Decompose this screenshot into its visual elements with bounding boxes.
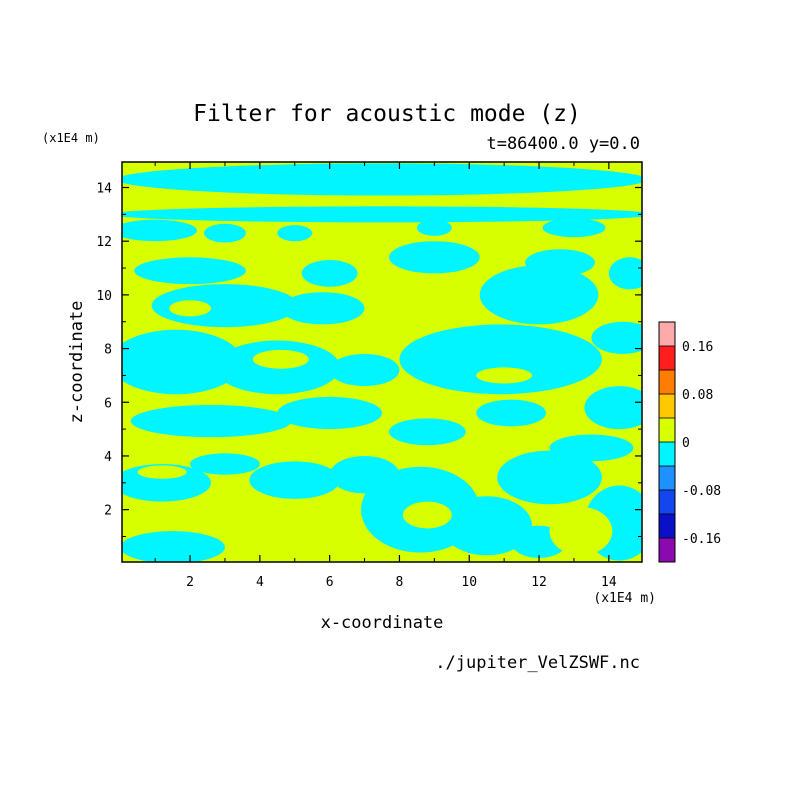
negative-region-35 <box>549 434 634 462</box>
colorbar-swatch-6 <box>659 394 675 418</box>
negative-region-15 <box>122 329 243 395</box>
negative-region-26 <box>190 453 260 475</box>
y-tick-label: 4 <box>104 450 112 465</box>
colorbar-swatch-3 <box>659 466 675 490</box>
negative-region-9 <box>388 241 480 274</box>
y-axis: 2 4 6 8 10 12 14 <box>96 182 642 537</box>
colorbar-swatch-9 <box>659 322 675 346</box>
colorbar-swatch-8 <box>659 346 675 370</box>
negative-region-33 <box>122 531 225 562</box>
y-tick-label: 12 <box>96 235 112 250</box>
x-tick-label: 2 <box>186 575 194 590</box>
colorbar-tick-label: -0.08 <box>682 484 721 499</box>
positive-region-4 <box>476 367 533 384</box>
colorbar-tick-label: 0.16 <box>682 340 713 355</box>
colorbar-swatch-4 <box>659 442 675 466</box>
negative-region-19 <box>329 353 400 387</box>
negative-region-5 <box>416 219 452 236</box>
y-tick-label: 14 <box>96 182 112 197</box>
x-axis: 2 4 6 8 10 12 14 <box>154 162 617 590</box>
negative-region-6 <box>542 218 606 238</box>
plot-frame <box>121 161 643 563</box>
colorbar-swatch-5 <box>659 418 675 442</box>
x-tick-label: 10 <box>461 575 477 590</box>
y-tick-label: 8 <box>104 343 112 358</box>
positive-region-6 <box>137 465 187 479</box>
negative-region-11 <box>608 257 642 290</box>
negative-region-0 <box>122 163 642 196</box>
colorbar-swatch-0 <box>659 538 675 562</box>
negative-region-20 <box>584 386 642 430</box>
source-file-label: ./jupiter_VelZSWF.nc <box>435 653 640 673</box>
x-tick-label: 14 <box>601 575 617 590</box>
x-tick-label: 8 <box>396 575 404 590</box>
y-axis-label: z-coordinate <box>67 301 87 424</box>
negative-region-27 <box>249 461 341 499</box>
colorbar: -0.16 -0.08 0 0.08 0.16 <box>658 321 721 563</box>
colorbar-tick-label: -0.16 <box>682 532 721 547</box>
colorbar-swatch-2 <box>659 490 675 514</box>
contour-field <box>122 162 642 562</box>
negative-regions <box>122 163 642 562</box>
x-tick-label: 6 <box>326 575 334 590</box>
y-tick-label: 2 <box>104 504 112 519</box>
negative-region-3 <box>204 223 246 243</box>
positive-region-1 <box>280 523 351 550</box>
negative-region-24 <box>388 418 466 446</box>
negative-region-18 <box>591 321 642 354</box>
positive-regions <box>137 300 613 556</box>
chart-subtitle: t=86400.0 y=0.0 <box>486 134 640 154</box>
negative-region-1 <box>122 206 642 223</box>
x-tick-label: 12 <box>531 575 547 590</box>
negative-region-14 <box>280 292 365 325</box>
x-tick-label: 4 <box>256 575 264 590</box>
y-tick-label: 6 <box>104 396 112 411</box>
negative-region-17 <box>399 324 602 395</box>
negative-region-22 <box>277 396 382 430</box>
positive-region-3 <box>169 300 211 317</box>
negative-region-2 <box>122 219 198 242</box>
colorbar-tick-label: 0 <box>682 436 690 451</box>
positive-region-5 <box>402 501 452 529</box>
negative-region-12 <box>479 265 599 325</box>
negative-region-13 <box>151 284 299 328</box>
negative-region-8 <box>301 259 358 287</box>
negative-region-7 <box>134 257 246 285</box>
negative-region-21 <box>476 399 547 427</box>
x-axis-label: x-coordinate <box>321 613 444 633</box>
y-unit-label: (x1E4 m) <box>42 131 100 145</box>
positive-region-0 <box>549 506 613 556</box>
chart-title: Filter for acoustic mode (z) <box>193 101 581 127</box>
negative-region-31 <box>497 450 602 505</box>
colorbar-swatch-1 <box>659 514 675 538</box>
x-unit-label: (x1E4 m) <box>593 591 656 606</box>
y-tick-label: 10 <box>96 289 112 304</box>
negative-region-23 <box>130 404 292 438</box>
negative-region-4 <box>277 225 313 242</box>
colorbar-swatch-7 <box>659 370 675 394</box>
negative-region-30 <box>441 496 533 556</box>
colorbar-tick-label: 0.08 <box>682 388 713 403</box>
positive-region-2 <box>252 349 309 369</box>
